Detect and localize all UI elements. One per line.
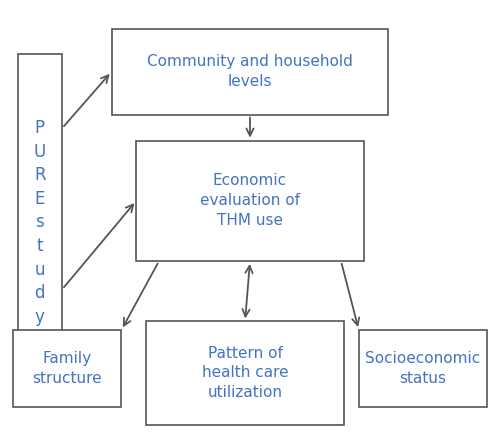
Text: Community and household
levels: Community and household levels — [147, 54, 353, 89]
Text: Family
structure: Family structure — [32, 351, 102, 386]
FancyBboxPatch shape — [18, 54, 62, 390]
FancyBboxPatch shape — [12, 330, 122, 407]
FancyBboxPatch shape — [136, 140, 364, 261]
Text: P
U
R
E
s
t
u
d
y: P U R E s t u d y — [34, 119, 46, 326]
FancyBboxPatch shape — [112, 29, 388, 115]
Text: Economic
evaluation of
THM use: Economic evaluation of THM use — [200, 174, 300, 228]
FancyBboxPatch shape — [359, 330, 488, 407]
Text: Pattern of
health care
utilization: Pattern of health care utilization — [202, 346, 288, 400]
Text: Socioeconomic
status: Socioeconomic status — [366, 351, 480, 386]
FancyBboxPatch shape — [146, 321, 344, 425]
